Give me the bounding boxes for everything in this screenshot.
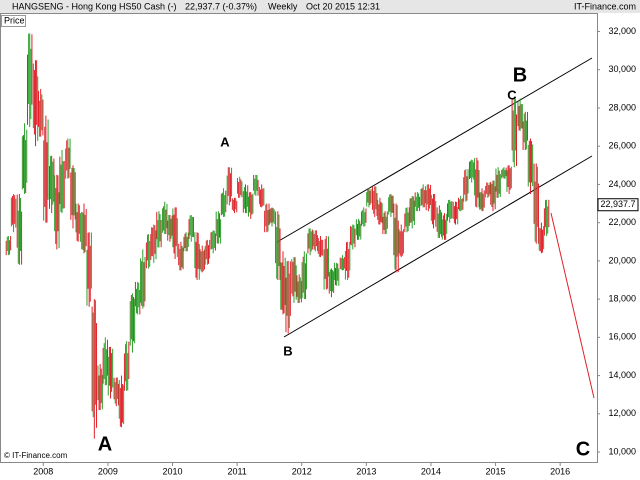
y-tick-label: 16,000 — [608, 332, 636, 342]
x-tick-label: 2008 — [33, 466, 53, 476]
y-tick-label: 10,000 — [608, 446, 636, 456]
quote: 22,937.7 (-0.37%) — [185, 1, 257, 11]
y-tick-label: 20,000 — [608, 255, 636, 265]
x-tick-label: 2014 — [421, 466, 441, 476]
x-tick-label: 2016 — [550, 466, 570, 476]
header-bar — [0, 0, 640, 13]
projection-line — [550, 212, 595, 399]
y-tick-label: 30,000 — [608, 64, 636, 74]
brand: IT-Finance.com — [574, 1, 636, 11]
last-value-label: 22,937.7 — [600, 199, 635, 209]
x-tick-label: 2012 — [292, 466, 312, 476]
x-tick-label: 2011 — [227, 466, 246, 476]
y-tick-label: 24,000 — [608, 179, 636, 189]
panel-label: Price — [4, 15, 25, 25]
y-tick-label: 26,000 — [608, 141, 636, 151]
y-tick-label: 18,000 — [608, 294, 636, 304]
plot-frame — [0, 13, 598, 463]
y-tick-label: 32,000 — [608, 26, 636, 36]
x-tick-label: 2010 — [162, 466, 182, 476]
y-tick-label: 22,000 — [608, 217, 636, 227]
y-tick-label: 12,000 — [608, 408, 636, 418]
channel — [276, 57, 593, 338]
period: Weekly — [268, 1, 298, 11]
last-value-box — [597, 198, 639, 212]
panel-label-box — [1, 15, 26, 27]
chart-title: HANGSENG - Hong Kong HS50 Cash (-) — [12, 1, 177, 11]
wave-label: A — [220, 134, 230, 149]
wave-label: A — [98, 433, 112, 455]
channel-upper — [276, 57, 593, 243]
y-tick-label: 14,000 — [608, 370, 636, 380]
wave-label: B — [513, 64, 527, 86]
y-tick-label: 28,000 — [608, 102, 636, 112]
x-tick-label: 2015 — [486, 466, 506, 476]
channel-lower — [283, 155, 593, 338]
wave-label: C — [576, 438, 590, 460]
x-tick-label: 2009 — [98, 466, 118, 476]
timestamp: Oct 20 2015 12:31 — [306, 1, 380, 11]
wave-label: B — [283, 343, 292, 358]
footer: © IT-Finance.com — [4, 451, 68, 460]
x-tick-label: 2013 — [356, 466, 376, 476]
wave-label: C — [507, 87, 517, 102]
